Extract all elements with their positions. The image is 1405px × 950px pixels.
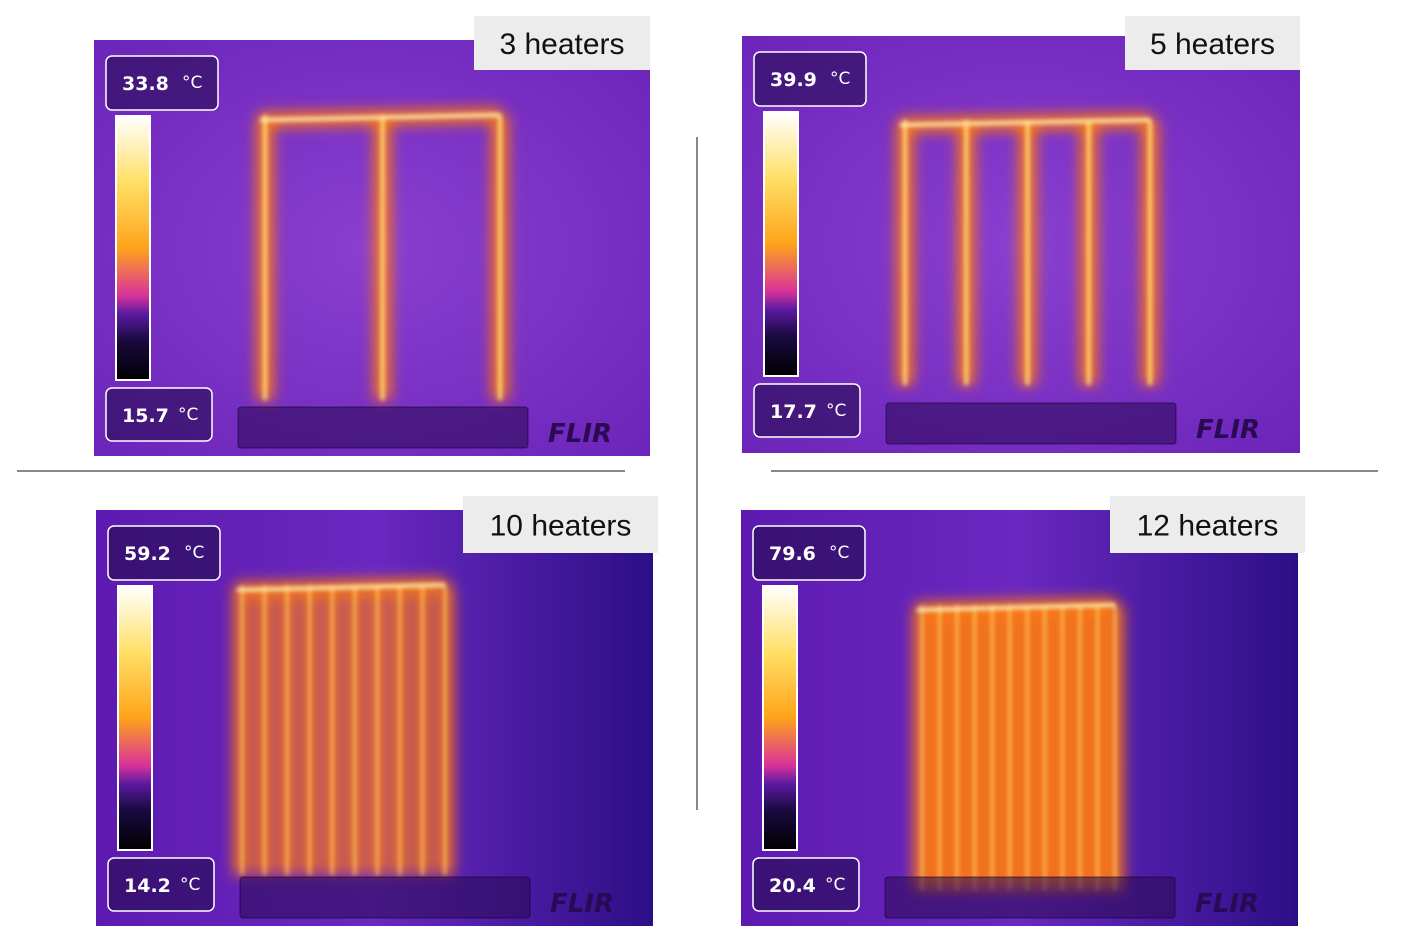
status-bar bbox=[885, 402, 1177, 445]
flir-logo: FLIR bbox=[1196, 415, 1260, 445]
label-box bbox=[1125, 16, 1300, 70]
heater-core bbox=[259, 113, 502, 400]
min-unit: °C bbox=[180, 875, 200, 895]
heater-bus bbox=[236, 583, 446, 592]
min-box bbox=[105, 387, 213, 442]
min-temp: 15.7 bbox=[122, 405, 169, 427]
status-bar bbox=[237, 406, 529, 449]
min-unit: °C bbox=[826, 401, 846, 421]
min-temp: 17.7 bbox=[770, 401, 817, 423]
label-box bbox=[1110, 496, 1305, 553]
max-temp: 39.9 bbox=[770, 69, 817, 91]
min-temp: 14.2 bbox=[124, 875, 171, 897]
flir-logo: FLIR bbox=[548, 419, 612, 449]
max-unit: °C bbox=[182, 73, 202, 93]
heater-bus bbox=[916, 603, 1116, 612]
heater-core bbox=[916, 603, 1116, 890]
flir-logo: FLIR bbox=[550, 889, 614, 919]
max-box bbox=[105, 55, 219, 111]
max-unit: °C bbox=[829, 543, 849, 563]
min-box bbox=[752, 857, 860, 912]
heater-core bbox=[899, 118, 1152, 385]
max-temp: 59.2 bbox=[124, 543, 171, 565]
heater-bus bbox=[899, 118, 1151, 127]
min-box bbox=[753, 383, 861, 438]
thermal-panel: 59.2 °C 14.2 °C FLIR 10 heaters bbox=[96, 496, 658, 926]
status-bar bbox=[239, 876, 531, 919]
colorbar bbox=[762, 585, 798, 851]
thermal-panel: 79.6 °C 20.4 °C FLIR 12 heaters bbox=[741, 496, 1305, 926]
label-box bbox=[474, 16, 650, 70]
thermal-panel: 33.8 °C 15.7 °C FLIR 3 heaters bbox=[94, 16, 650, 456]
min-temp: 20.4 bbox=[769, 875, 816, 897]
max-box bbox=[752, 525, 866, 581]
max-unit: °C bbox=[830, 69, 850, 89]
thermal-panel: 39.9 °C 17.7 °C FLIR 5 heaters bbox=[742, 16, 1300, 453]
panel-label: 10 heaters bbox=[490, 510, 632, 543]
heater-bus bbox=[259, 113, 501, 122]
max-box bbox=[753, 51, 867, 107]
label-box bbox=[463, 496, 658, 553]
max-temp: 79.6 bbox=[769, 543, 816, 565]
max-box bbox=[107, 525, 221, 581]
max-temp: 33.8 bbox=[122, 73, 169, 95]
heater-core bbox=[236, 583, 446, 875]
max-unit: °C bbox=[184, 543, 204, 563]
panel-label: 12 heaters bbox=[1137, 510, 1279, 543]
colorbar bbox=[763, 111, 799, 377]
panel-label: 3 heaters bbox=[499, 28, 624, 61]
colorbar bbox=[115, 115, 151, 381]
min-box bbox=[107, 857, 215, 912]
panel-label: 5 heaters bbox=[1150, 28, 1275, 61]
colorbar bbox=[117, 585, 153, 851]
min-unit: °C bbox=[178, 405, 198, 425]
heater-glow bbox=[914, 598, 1123, 890]
min-unit: °C bbox=[825, 875, 845, 895]
status-bar bbox=[884, 876, 1176, 919]
flir-logo: FLIR bbox=[1195, 889, 1259, 919]
